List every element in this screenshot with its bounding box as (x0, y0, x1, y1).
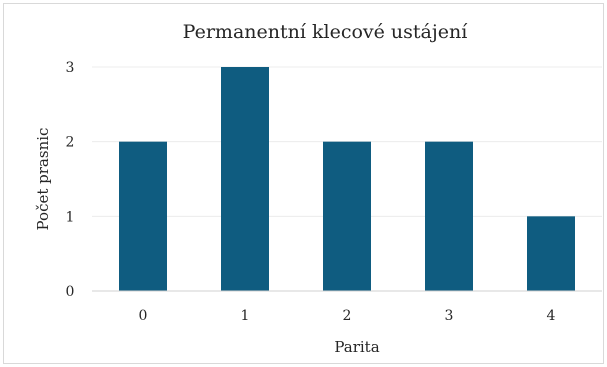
y-tick-label: 2 (66, 135, 75, 151)
bar-1 (221, 67, 269, 291)
y-tick-label: 1 (66, 209, 75, 225)
bar-0 (119, 141, 167, 291)
bar-2 (323, 141, 371, 291)
chart-title: Permanentní klecové ustájení (183, 21, 469, 43)
x-axis-label: Parita (334, 338, 379, 356)
x-tick-label: 2 (343, 308, 352, 324)
y-tick-label: 3 (66, 60, 75, 76)
x-tick-label: 1 (241, 308, 250, 324)
bars (119, 67, 575, 291)
x-tick-label: 0 (139, 308, 148, 324)
x-tick-label: 3 (445, 308, 454, 324)
y-axis-ticks: 0 1 2 3 (66, 60, 75, 300)
x-tick-label: 4 (547, 308, 556, 324)
x-axis-ticks: 0 1 2 3 4 (139, 308, 556, 324)
y-tick-label: 0 (66, 284, 75, 300)
chart-frame (3, 3, 604, 364)
bar-4 (527, 216, 575, 291)
bar-3 (425, 141, 473, 291)
y-axis-label: Počet prasnic (34, 128, 52, 231)
